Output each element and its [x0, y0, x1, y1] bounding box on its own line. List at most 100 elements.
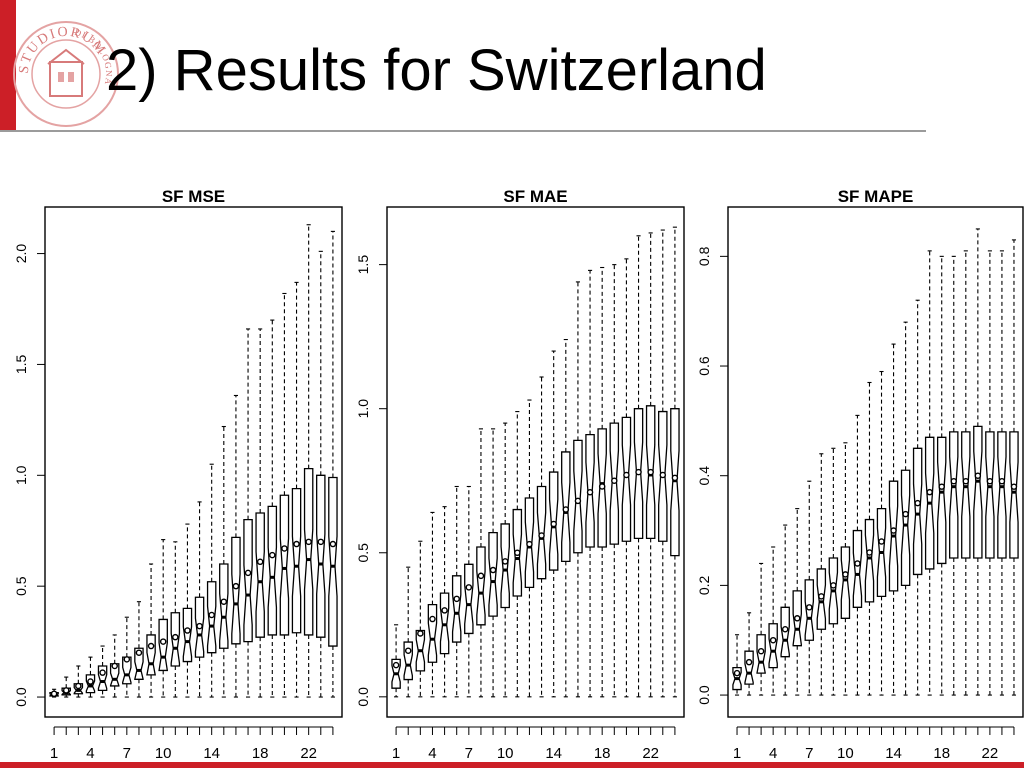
box	[427, 603, 438, 663]
box	[328, 476, 338, 647]
y-tick-label: 0.5	[13, 576, 29, 596]
x-tick-label: 10	[497, 745, 514, 762]
x-tick-label: 10	[837, 745, 854, 762]
box	[985, 431, 995, 559]
box-mean-marker	[526, 540, 533, 548]
x-tick-label: 7	[465, 745, 473, 762]
box-mean-marker	[671, 474, 679, 482]
box-mean-marker	[902, 510, 909, 518]
box	[158, 618, 169, 672]
box	[255, 512, 265, 638]
box-mean-marker	[878, 538, 885, 545]
x-tick-label: 10	[155, 745, 172, 762]
box-mean-marker	[453, 595, 460, 603]
box-mean-marker	[635, 468, 642, 476]
box	[840, 546, 851, 619]
box-mean-marker	[866, 549, 873, 556]
box-mean-marker	[232, 582, 240, 590]
box	[573, 439, 583, 554]
box-mean-marker	[184, 627, 191, 634]
box-mean-marker	[477, 572, 485, 580]
box-mean-marker	[962, 477, 970, 485]
box-mean-marker	[208, 611, 215, 619]
box-mean-marker	[220, 598, 228, 605]
footer-accent-line	[0, 762, 1024, 768]
x-tick-label: 14	[885, 745, 902, 762]
box	[949, 431, 959, 559]
box-mean-marker	[781, 626, 789, 633]
box-mean-marker	[986, 477, 994, 485]
box-mean-marker	[256, 558, 264, 566]
x-tick-label: 14	[545, 745, 562, 762]
y-tick-label: 0.2	[696, 575, 712, 595]
box-mean-marker	[441, 607, 448, 614]
box-mean-marker	[926, 488, 933, 496]
box	[243, 519, 253, 643]
plot-frame	[44, 206, 343, 718]
box-mean-marker	[489, 566, 497, 574]
chart-title: SF MAPE	[838, 187, 914, 206]
box	[852, 529, 863, 608]
box-mean-marker	[998, 477, 1006, 485]
box	[1009, 431, 1019, 559]
y-tick-label: 0.0	[355, 687, 371, 707]
title-divider	[0, 130, 926, 132]
box-mean-marker	[404, 647, 412, 654]
box-mean-marker	[123, 656, 131, 663]
box-mean-marker	[914, 499, 921, 507]
box	[488, 531, 498, 617]
box	[316, 474, 326, 638]
box-mean-marker	[538, 532, 545, 539]
box-mean-marker	[647, 468, 654, 476]
box	[936, 436, 947, 565]
box-mean-marker	[62, 687, 70, 694]
box	[973, 425, 983, 559]
x-tick-label: 4	[769, 745, 777, 762]
box-mean-marker	[842, 571, 849, 578]
box-mean-marker	[574, 497, 582, 505]
box-mean-marker	[745, 658, 753, 666]
box-mean-marker	[305, 538, 312, 546]
box-mean-marker	[854, 560, 861, 567]
box	[279, 494, 290, 636]
box-mean-marker	[465, 584, 473, 591]
box	[961, 431, 971, 559]
x-tick-label: 18	[933, 745, 950, 762]
box	[464, 563, 474, 635]
box	[500, 523, 510, 609]
box-mean-marker	[429, 615, 436, 623]
box-mean-marker	[733, 669, 741, 677]
box-mean-marker	[757, 647, 765, 655]
box-mean-marker	[417, 630, 424, 637]
x-tick-label: 7	[123, 745, 131, 762]
box-mean-marker	[99, 669, 106, 676]
x-tick-label: 1	[50, 745, 58, 762]
box-mean-marker	[659, 471, 667, 479]
y-tick-label: 1.5	[13, 354, 29, 374]
box	[476, 546, 486, 626]
box	[912, 447, 923, 576]
box	[231, 536, 241, 645]
box	[219, 563, 229, 649]
box-mean-marker	[87, 678, 94, 685]
x-tick-label: 1	[392, 745, 400, 762]
x-tick-label: 1	[733, 745, 741, 762]
box-mean-marker	[769, 636, 777, 644]
box-mean-marker	[147, 642, 155, 650]
y-tick-label: 0.8	[696, 246, 712, 266]
box	[267, 505, 278, 636]
box-mean-marker	[317, 538, 325, 546]
box-mean-marker	[392, 661, 400, 669]
box-mean-marker	[818, 593, 825, 600]
box-mean-marker	[159, 638, 167, 645]
box	[621, 416, 632, 542]
box	[768, 623, 778, 669]
chart-title: SF MSE	[162, 187, 225, 206]
x-tick-label: 4	[428, 745, 436, 762]
box-mean-marker	[75, 682, 82, 690]
box-mean-marker	[293, 540, 300, 548]
box-mean-marker	[172, 633, 179, 641]
box-mean-marker	[501, 558, 509, 565]
x-tick-label: 14	[203, 745, 220, 762]
box-mean-marker	[598, 483, 606, 490]
